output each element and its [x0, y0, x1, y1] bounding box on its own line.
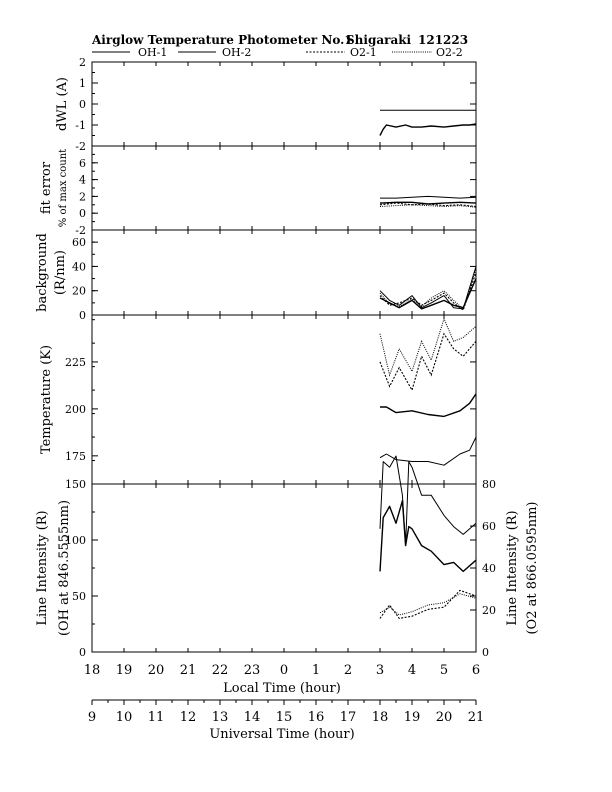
x-axes: Local Time (hour) Universal Time (hour) … [84, 663, 485, 742]
series-oh-1 [380, 195, 477, 199]
legend-oh1: OH-1 [138, 46, 167, 59]
local-tick-label: 4 [408, 663, 416, 678]
y-tick-label: 200 [65, 403, 86, 416]
series-o2-1 [379, 272, 477, 311]
ut-tick-label: 13 [212, 710, 229, 725]
series-oh-2 [379, 201, 477, 205]
local-tick-label: 0 [280, 663, 288, 678]
series-o2-1 [379, 589, 477, 620]
y-tick-label: 0 [79, 98, 86, 111]
local-time-label: Local Time (hour) [223, 681, 341, 696]
panel-frame [91, 145, 477, 231]
y-axis-label: dWL (A) [55, 77, 70, 131]
y-axis-label-2: (OH at 846.5555nm) [57, 500, 72, 636]
date-code: 121223 [418, 33, 468, 47]
y-tick-label: -2 [75, 224, 86, 237]
series-oh-1 [379, 266, 477, 310]
ut-tick-label: 18 [372, 710, 389, 725]
local-tick-label: 20 [148, 663, 165, 678]
y-tick-label: 150 [65, 478, 86, 491]
y-tick-label: 225 [65, 356, 86, 369]
series-oh-1 [379, 436, 477, 466]
local-tick-label: 5 [440, 663, 448, 678]
right-tick-label: 80 [482, 478, 496, 491]
ut-tick-label: 10 [116, 710, 133, 725]
right-tick-label: 60 [482, 520, 496, 533]
panel-4: 225 200 175 Temperature (K) [39, 314, 477, 485]
ut-tick-label: 21 [468, 710, 485, 725]
series-oh-2 [379, 123, 477, 136]
local-tick-label: 18 [84, 663, 101, 678]
y-tick-label: 100 [65, 534, 86, 547]
y-tick-label: 0 [79, 207, 86, 220]
y-tick-label: 20 [72, 285, 86, 298]
right-axis-label-2: (O2 at 866.0595nm) [525, 501, 540, 634]
local-tick-label: 23 [244, 663, 261, 678]
y-tick-label: 2 [79, 190, 86, 203]
ut-tick-label: 15 [276, 710, 293, 725]
ut-tick-label: 19 [404, 710, 421, 725]
ut-tick-label: 17 [340, 710, 357, 725]
y-axis-label: fit error [39, 161, 54, 214]
right-tick-label: 0 [482, 646, 489, 659]
right-tick-label: 20 [482, 604, 496, 617]
panel-frame [91, 314, 477, 485]
local-tick-label: 21 [180, 663, 197, 678]
series-o2-2 [379, 204, 477, 208]
y-tick-label: 50 [72, 590, 86, 603]
y-axis-label-2: (R/nm) [53, 250, 68, 295]
y-tick-label: 4 [79, 174, 86, 187]
series-oh-2 [380, 393, 477, 418]
right-axis-label: Line Intensity (R) [505, 510, 520, 625]
y-tick-label: 6 [79, 157, 86, 170]
legend-o22: O2-2 [436, 46, 463, 59]
ut-tick-label: 11 [148, 710, 165, 725]
y-tick-label: 2 [79, 56, 86, 69]
local-tick-label: 6 [472, 663, 480, 678]
series-o2-2 [379, 268, 477, 310]
panel-2: 6 4 2 0 -2 fit error % of max count [39, 145, 477, 237]
ut-tick-label: 16 [308, 710, 325, 725]
ut-tick-label: 9 [88, 710, 96, 725]
right-tick-label: 40 [482, 562, 496, 575]
y-tick-label: 40 [72, 260, 86, 273]
site-name: Shigaraki [346, 33, 412, 47]
ut-label: Universal Time (hour) [209, 727, 354, 742]
y-axis-label: Temperature (K) [39, 345, 54, 454]
local-tick-label: 3 [376, 663, 384, 678]
legend-o21: O2-1 [350, 46, 377, 59]
y-tick-label: 175 [65, 450, 86, 463]
local-tick-label: 19 [116, 663, 133, 678]
local-tick-label: 22 [212, 663, 229, 678]
y-axis-label: Line Intensity (R) [35, 510, 50, 625]
ut-tick-label: 14 [244, 710, 261, 725]
legend-oh2: OH-2 [222, 46, 251, 59]
panel-frame [91, 483, 477, 653]
local-tick-label: 2 [344, 663, 352, 678]
y-axis-label: background [35, 233, 50, 312]
y-tick-label: 0 [79, 309, 86, 322]
y-tick-label: 1 [79, 77, 86, 90]
y-axis-label-2: % of max count [58, 149, 69, 227]
y-tick-label: -2 [75, 140, 86, 153]
series-o2-1 [379, 332, 477, 392]
panel-frame [91, 229, 477, 316]
panel-frame [91, 61, 477, 147]
series-oh-2 [379, 500, 477, 573]
y-tick-label: 0 [79, 646, 86, 659]
y-tick-label: 60 [72, 236, 86, 249]
legend: OH-1 OH-2 O2-1 O2-2 [92, 46, 463, 59]
ut-tick-label: 12 [180, 710, 197, 725]
ut-tick-label: 20 [436, 710, 453, 725]
series-o2-2 [379, 317, 477, 377]
figure-title: Airglow Temperature Photometer No.1 [91, 33, 353, 47]
local-tick-label: 1 [312, 663, 320, 678]
panel-1: 2 1 0 -1 -2 dWL (A) [55, 56, 477, 153]
panel-3: 60 40 20 0 background (R/nm) [35, 229, 477, 322]
series-oh-1 [379, 455, 477, 547]
panel-5: 150 100 50 0 Line Intensity (R) (OH at 846.55… [35, 455, 540, 659]
y-tick-label: -1 [75, 119, 86, 132]
